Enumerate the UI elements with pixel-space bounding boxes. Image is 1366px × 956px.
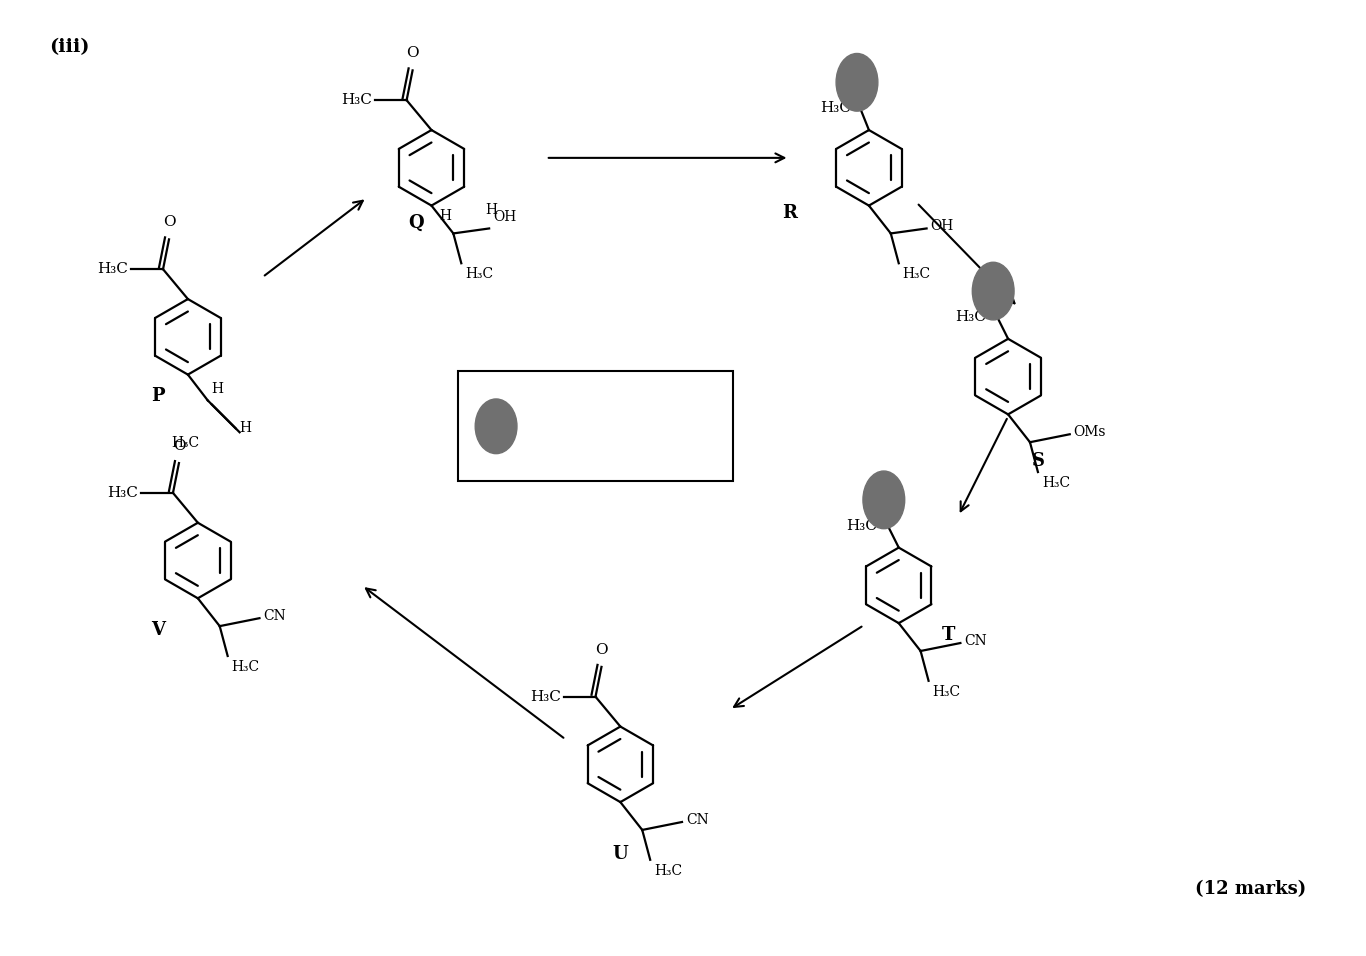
Text: H₃C: H₃C xyxy=(342,93,372,107)
Ellipse shape xyxy=(836,54,878,111)
Text: H₃C: H₃C xyxy=(654,863,682,878)
Text: H: H xyxy=(212,382,224,397)
Text: OH: OH xyxy=(930,220,953,233)
Text: T: T xyxy=(941,626,955,644)
Text: H₃C: H₃C xyxy=(903,268,930,281)
Text: group for C=O: group for C=O xyxy=(526,431,631,445)
Text: OMs: OMs xyxy=(1074,425,1106,439)
Text: P: P xyxy=(152,387,165,405)
Text: V: V xyxy=(152,621,165,640)
Text: O: O xyxy=(596,643,608,657)
Text: (12 marks): (12 marks) xyxy=(1195,880,1306,898)
Text: CN: CN xyxy=(264,609,287,623)
Text: H₃C: H₃C xyxy=(97,262,128,276)
Text: H₃C: H₃C xyxy=(1042,476,1070,490)
Text: CN: CN xyxy=(964,634,988,648)
Ellipse shape xyxy=(973,262,1014,320)
Text: H₃C: H₃C xyxy=(955,310,986,324)
Ellipse shape xyxy=(475,399,516,454)
Text: H: H xyxy=(440,209,451,224)
Text: O: O xyxy=(163,215,175,229)
FancyBboxPatch shape xyxy=(459,371,732,482)
Text: H₃C: H₃C xyxy=(820,101,851,115)
Text: O: O xyxy=(172,439,186,453)
Text: H₃C: H₃C xyxy=(530,689,560,704)
Text: H₃C: H₃C xyxy=(232,660,260,674)
Text: S: S xyxy=(1031,452,1045,470)
Text: (iii): (iii) xyxy=(49,38,89,56)
Text: H₃C: H₃C xyxy=(172,436,199,450)
Text: = suitable protecting: = suitable protecting xyxy=(526,407,676,422)
Text: H₃C: H₃C xyxy=(933,684,960,699)
Text: U: U xyxy=(612,845,628,863)
Text: OH: OH xyxy=(493,210,516,225)
Text: H₃C: H₃C xyxy=(846,519,877,532)
Text: H: H xyxy=(485,203,497,216)
Text: O: O xyxy=(406,47,419,60)
Text: Q: Q xyxy=(408,213,425,231)
Ellipse shape xyxy=(863,471,904,529)
Text: H₃C: H₃C xyxy=(466,268,493,281)
Text: R: R xyxy=(781,204,796,222)
Text: H: H xyxy=(239,422,251,435)
Text: H₃C: H₃C xyxy=(108,486,138,500)
Text: CN: CN xyxy=(686,813,709,827)
